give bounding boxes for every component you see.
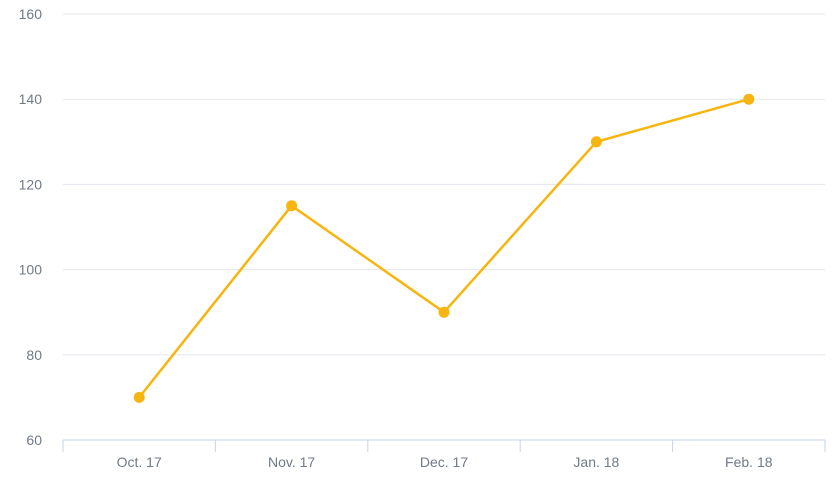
y-tick-label: 80	[26, 347, 42, 363]
data-point[interactable]	[438, 306, 450, 318]
x-axis: Oct. 17 Nov. 17 Dec. 17 Jan. 18 Feb. 18	[62, 439, 826, 470]
y-tick-label: 100	[19, 262, 43, 278]
x-tick-label: Nov. 17	[268, 454, 315, 470]
series-layer	[133, 93, 755, 403]
y-axis: 60 80 100 120 140 160	[19, 6, 43, 448]
data-point[interactable]	[133, 391, 145, 403]
y-tick-label: 160	[19, 6, 43, 22]
x-tick-label: Feb. 18	[725, 454, 773, 470]
data-point[interactable]	[743, 93, 755, 105]
grid-layer	[63, 13, 825, 356]
x-tick-label: Oct. 17	[117, 454, 162, 470]
x-tick-label: Jan. 18	[573, 454, 619, 470]
y-tick-label: 60	[26, 432, 42, 448]
data-point[interactable]	[590, 136, 602, 148]
series-line	[137, 97, 751, 399]
x-tick-label: Dec. 17	[420, 454, 468, 470]
y-tick-label: 140	[19, 91, 43, 107]
y-tick-label: 120	[19, 176, 43, 192]
data-point[interactable]	[286, 200, 298, 212]
